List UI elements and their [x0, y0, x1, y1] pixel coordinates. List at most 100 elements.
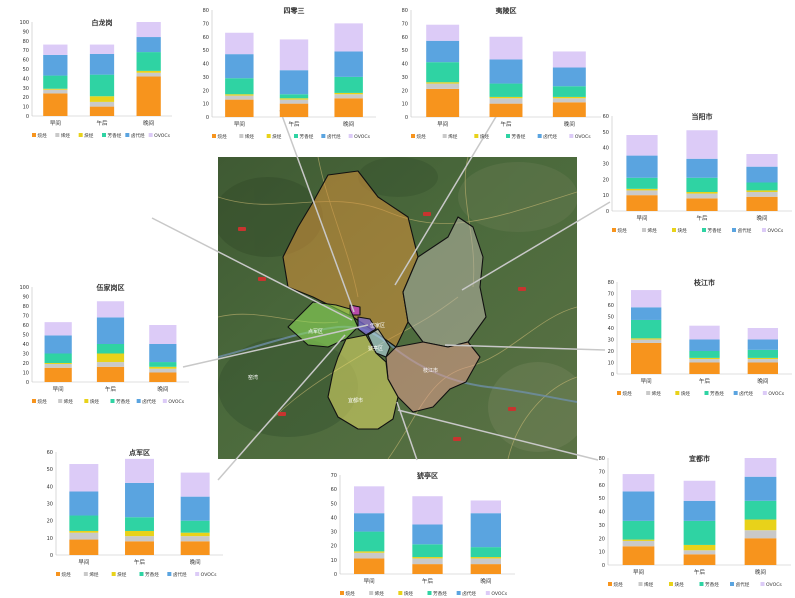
legend-swatch — [642, 228, 646, 232]
legend-swatch — [32, 133, 36, 137]
y-tick-label: 70 — [402, 21, 408, 27]
legend-label: 烷烃 — [38, 398, 48, 405]
bar-segment — [69, 539, 99, 555]
road-marker — [518, 287, 526, 291]
legend-swatch — [732, 228, 736, 232]
bar-segment — [69, 491, 99, 516]
bar-segment — [136, 76, 161, 116]
bar-segment — [149, 368, 177, 373]
bar-segment — [354, 552, 385, 559]
x-tick-label: 早间 — [53, 385, 64, 393]
legend-swatch — [702, 228, 706, 232]
y-tick-label: 50 — [603, 130, 609, 136]
bar-segment — [69, 464, 99, 492]
bar-segment — [96, 301, 125, 318]
legend-label: 炔烃 — [678, 227, 688, 234]
bar-segment — [470, 513, 501, 548]
y-tick-label: 40 — [608, 326, 614, 332]
legend-swatch — [762, 391, 767, 395]
chart-title: 枝江市 — [693, 278, 715, 287]
y-tick-label: 50 — [608, 315, 614, 321]
legend-label: 芳香烃 — [708, 227, 722, 234]
bar-segment — [412, 544, 443, 558]
bar-segment — [334, 76, 363, 93]
legend-swatch — [427, 591, 432, 595]
legend-label: 卤代烃 — [131, 132, 145, 139]
legend-label: 炔烃 — [90, 398, 100, 405]
legend-label: 炔烃 — [272, 133, 282, 140]
chart-title: 伍家岗区 — [96, 283, 125, 292]
y-tick-label: 60 — [331, 487, 337, 493]
chart-title: 夷陵区 — [495, 6, 517, 15]
y-tick-label: 80 — [402, 8, 408, 14]
bar-segment — [489, 36, 523, 60]
bar-segment — [622, 491, 655, 521]
bar-segment — [225, 95, 254, 100]
legend-label: 芳香烃 — [705, 581, 719, 588]
legend-swatch — [212, 134, 216, 138]
y-tick-label: 10 — [203, 102, 209, 108]
bar-segment — [686, 192, 718, 194]
x-tick-label: 早间 — [50, 119, 61, 127]
bar-segment — [279, 98, 309, 100]
bar-segment — [89, 44, 115, 54]
y-tick-label: 30 — [203, 75, 209, 81]
bar-segment — [552, 98, 586, 103]
bar-segment — [426, 62, 460, 83]
legend-label: 烯烃 — [375, 590, 385, 597]
bar-segment — [744, 458, 777, 477]
x-tick-label: 早间 — [78, 558, 89, 566]
bar-segment — [412, 524, 443, 545]
y-tick-label: 20 — [331, 544, 337, 550]
bar-segment — [622, 474, 655, 492]
x-tick-label: 早间 — [364, 577, 375, 585]
map-panel: 窑湾 伍家区 点军区 猇亭区 枝江市 宜都市 — [218, 157, 577, 459]
y-tick-label: 20 — [603, 177, 609, 183]
y-tick-label: 0 — [334, 572, 337, 578]
legend-label: 芳香烃 — [300, 133, 314, 140]
x-tick-label: 晚间 — [757, 377, 768, 385]
legend-label: 芳香烃 — [108, 132, 122, 139]
road-marker — [258, 277, 266, 281]
y-tick-label: 40 — [599, 510, 605, 516]
legend-swatch — [442, 134, 447, 138]
bar-segment — [683, 520, 716, 545]
legend-label: OVOCs — [768, 391, 784, 397]
bar-segment — [489, 83, 523, 97]
bar-segment — [747, 357, 778, 360]
y-tick-label: 50 — [402, 48, 408, 54]
map-label: 伍家区 — [370, 322, 385, 329]
legend-swatch — [162, 399, 167, 403]
legend-swatch — [294, 134, 298, 138]
bar-segment — [149, 362, 177, 367]
x-tick-label: 晚间 — [143, 119, 154, 127]
bar-segment — [686, 130, 718, 159]
bar-segment — [747, 349, 778, 358]
y-tick-label: 60 — [23, 323, 29, 329]
legend-label: 炔烃 — [84, 132, 94, 139]
bar-segment — [44, 363, 72, 368]
legend-swatch — [612, 228, 616, 232]
legend-swatch — [321, 134, 326, 138]
bar-segment — [744, 530, 777, 539]
legend-label: 卤代烃 — [142, 398, 156, 405]
bar-segment — [125, 536, 154, 542]
legend-label: 烷烃 — [618, 227, 628, 234]
bar-segment — [426, 40, 460, 63]
x-tick-label: 早间 — [641, 377, 652, 385]
legend-label: 炔烃 — [117, 571, 127, 578]
bar-segment — [489, 59, 523, 84]
bar-segment — [149, 366, 177, 369]
bar-segment — [622, 539, 655, 541]
legend-swatch — [110, 399, 115, 403]
x-tick-label: 晚间 — [480, 577, 491, 585]
bar-segment — [426, 24, 460, 41]
legend-label: 卤代烃 — [739, 390, 753, 397]
y-tick-label: 40 — [47, 484, 53, 490]
bar-segment — [89, 74, 115, 97]
legend-label: 炔烃 — [480, 133, 490, 140]
bar-segment — [746, 166, 778, 183]
y-tick-label: 80 — [23, 39, 29, 45]
legend-label: 芳香烃 — [433, 590, 447, 597]
